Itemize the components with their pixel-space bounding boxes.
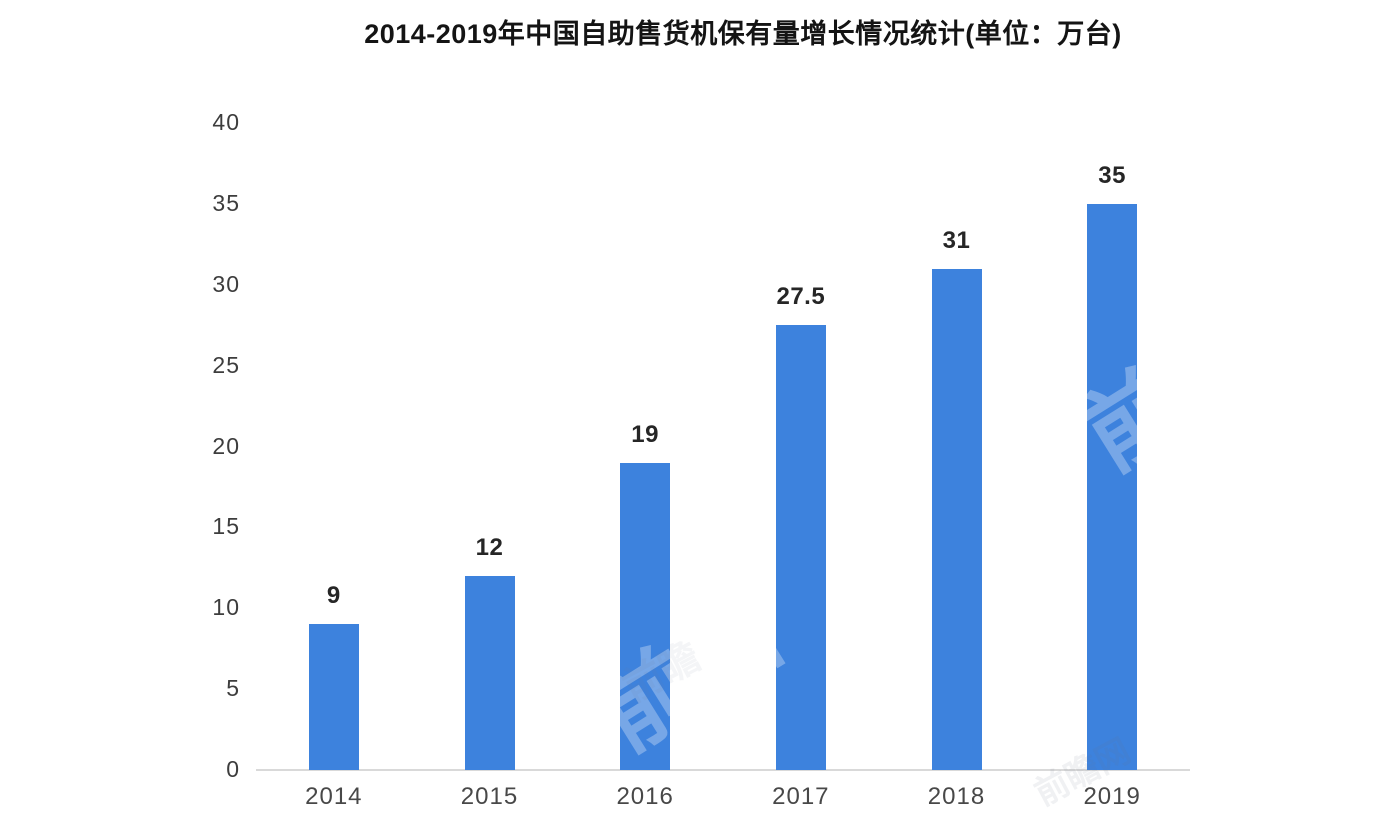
bar-value-label-2018: 31 [942,226,971,254]
y-axis-tick-label: 40 [212,108,240,135]
bar-value-label-2019: 35 [1098,161,1126,189]
bar-value-label-2016: 19 [631,420,659,448]
y-axis-tick-label: 5 [226,675,240,702]
y-axis-tick-label: 35 [212,189,240,216]
x-axis-tick-label-2017: 2017 [772,783,830,810]
y-axis-tick-label: 30 [212,270,240,297]
chart-title: 2014-2019年中国自助售货机保有量增长情况统计(单位：万台) [364,19,1122,49]
bar-2018 [931,268,982,770]
y-axis-tick-label: 0 [226,755,240,782]
bar-value-label-2015: 12 [475,533,504,561]
bar-2014 [308,624,359,770]
y-axis-tick-label: 25 [212,351,240,378]
bar-2019 [1087,203,1138,770]
y-axis-tick-label: 20 [212,432,240,459]
x-axis-tick-label-2014: 2014 [305,783,363,810]
y-axis-tick-label: 15 [212,513,240,540]
bar-2016 [620,462,671,770]
watermark-text: 前瞻 [580,580,799,772]
bar-value-label-2014: 9 [326,582,341,610]
bar-2015 [464,575,515,770]
x-axis-tick-label-2019: 2019 [1083,783,1141,810]
x-axis-tick-label-2015: 2015 [460,783,519,810]
bar-2017 [775,325,826,770]
x-axis-line [256,769,1190,771]
y-axis-tick-label: 10 [212,594,240,621]
bar-value-label-2017: 27.5 [776,283,826,311]
x-axis-tick-label-2016: 2016 [616,783,674,810]
x-axis-tick-label-2018: 2018 [927,783,986,810]
